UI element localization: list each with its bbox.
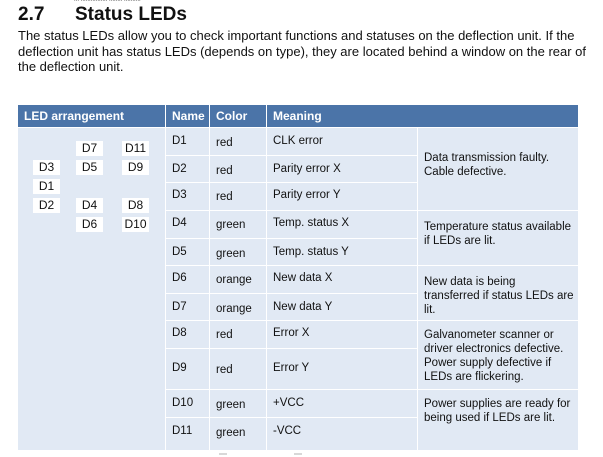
led-color-cell: orange — [210, 294, 266, 320]
meaning-note-cell: New data is being transferred if status … — [418, 266, 578, 320]
led-name-cell: D1 — [166, 128, 209, 155]
led-color-cell: red — [210, 349, 266, 389]
meaning-note-cell: Galvanometer scanner or driver electroni… — [418, 321, 578, 389]
led-label: D2 — [33, 198, 60, 213]
led-name-cell: D3 — [166, 183, 209, 210]
led-name-cell: D8 — [166, 321, 209, 348]
led-label: D1 — [33, 179, 60, 194]
led-color-cell: orange — [210, 266, 266, 293]
led-label: D6 — [76, 217, 103, 232]
led-label: D9 — [122, 160, 149, 175]
led-name-cell: D4 — [166, 211, 209, 238]
led-label: D10 — [122, 217, 149, 232]
led-label: D5 — [76, 160, 103, 175]
led-name-cell: D7 — [166, 294, 209, 320]
led-meaning-cell: Temp. status Y — [267, 239, 417, 265]
led-name-cell: D10 — [166, 390, 209, 417]
led-name-cell: D5 — [166, 239, 209, 265]
led-arrangement-panel: D7 D11 D3 D5 D9 D1 D2 D4 D8 D6 D10 — [18, 128, 165, 450]
led-color-cell: green — [210, 418, 266, 450]
led-color-cell: red — [210, 156, 266, 182]
led-label: D11 — [122, 141, 149, 156]
meaning-note-cell: Data transmission faulty. Cable defectiv… — [418, 128, 578, 210]
led-meaning-cell: -VCC — [267, 418, 417, 450]
section-heading: 2.7 Status LEDs — [18, 4, 187, 26]
led-meaning-cell: Temp. status X — [267, 211, 417, 238]
led-color-cell: red — [210, 321, 266, 348]
meaning-note-cell: Power supplies are ready for being used … — [418, 390, 578, 450]
led-color-cell: green — [210, 239, 266, 265]
led-meaning-cell: +VCC — [267, 390, 417, 417]
meaning-note-cell: Temperature status available if LEDs are… — [418, 211, 578, 265]
led-meaning-cell: New data Y — [267, 294, 417, 320]
led-meaning-cell: Parity error X — [267, 156, 417, 182]
led-meaning-cell: Error X — [267, 321, 417, 348]
led-name-cell: D2 — [166, 156, 209, 182]
led-meaning-cell: CLK error — [267, 128, 417, 155]
page-header-fragment: ... ................ ........ .......... — [74, 0, 141, 3]
led-color-cell: red — [210, 128, 266, 155]
page-footer-mark — [294, 453, 302, 455]
header-led-arrangement: LED arrangement — [18, 105, 165, 127]
led-label: D3 — [33, 160, 60, 175]
led-name-cell: D9 — [166, 349, 209, 389]
led-label: D8 — [122, 198, 149, 213]
led-name-cell: D6 — [166, 266, 209, 293]
led-color-cell: green — [210, 390, 266, 417]
led-meaning-cell: Parity error Y — [267, 183, 417, 210]
intro-paragraph: The status LEDs allow you to check impor… — [18, 28, 587, 74]
led-color-cell: red — [210, 183, 266, 210]
section-title: Status LEDs — [75, 4, 187, 25]
header-color: Color — [210, 105, 266, 127]
header-name: Name — [166, 105, 209, 127]
led-label: D4 — [76, 198, 103, 213]
led-meaning-cell: New data X — [267, 266, 417, 293]
led-label: D7 — [76, 141, 103, 156]
page-footer-mark — [219, 453, 227, 455]
led-name-cell: D11 — [166, 418, 209, 450]
led-color-cell: green — [210, 211, 266, 238]
header-meaning: Meaning — [267, 105, 578, 127]
section-number: 2.7 — [18, 4, 45, 25]
led-meaning-cell: Error Y — [267, 349, 417, 389]
